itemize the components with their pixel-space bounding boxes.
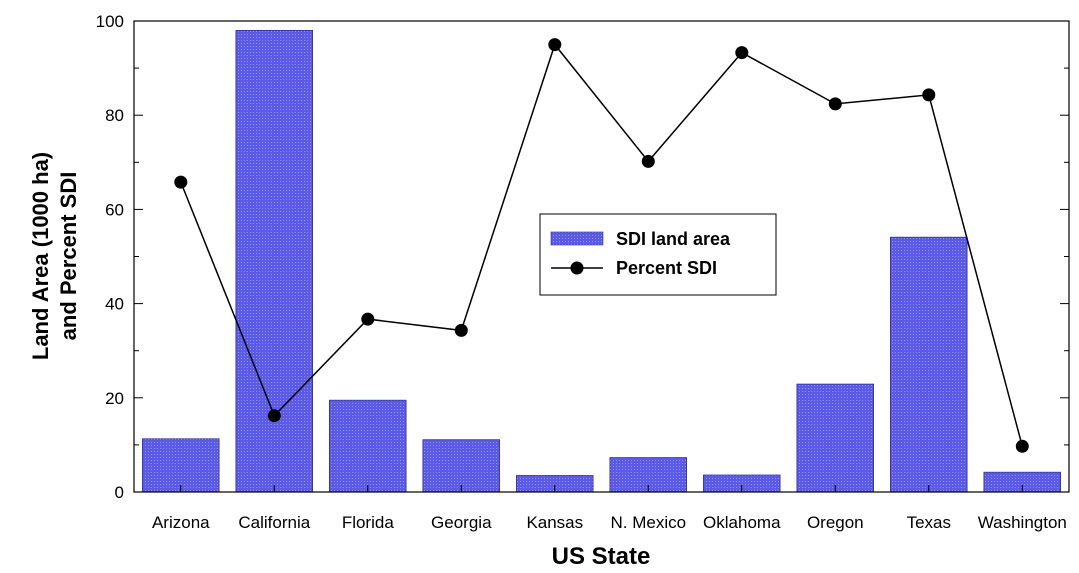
y-tick-label: 80	[105, 106, 124, 125]
legend-label-percent-sdi: Percent SDI	[616, 258, 717, 278]
x-tick-label-kansas: Kansas	[526, 513, 583, 532]
point-florida	[361, 312, 375, 326]
y-axis: 0 20 40 60 80 100	[96, 12, 1069, 502]
bar-oregon	[796, 383, 875, 493]
bars-layer	[141, 29, 1062, 493]
line-layer	[174, 38, 1029, 453]
x-axis: Arizona California Florida Georgia Kansas N. …	[152, 485, 1067, 532]
x-tick-label-georgia: Georgia	[431, 513, 492, 532]
x-tick-label-washington: Washington	[978, 513, 1067, 532]
bar-florida	[328, 399, 407, 493]
point-washington	[1015, 439, 1029, 453]
y-axis-title-line2: and Percent SDI	[56, 172, 81, 341]
x-axis-title: US State	[552, 543, 651, 570]
x-tick-label-arizona: Arizona	[152, 513, 210, 532]
bar-georgia	[422, 439, 500, 493]
x-tick-label-oklahoma: Oklahoma	[703, 513, 781, 532]
bar-arizona	[141, 438, 220, 493]
legend-marker-percent-sdi	[570, 261, 584, 275]
point-kansas	[548, 38, 562, 52]
y-tick-label: 20	[105, 389, 124, 408]
legend: SDI land area Percent SDI	[539, 213, 777, 296]
x-tick-label-california: California	[238, 513, 310, 532]
point-california	[267, 409, 281, 423]
x-tick-label-n-mexico: N. Mexico	[611, 513, 687, 532]
point-georgia	[454, 323, 468, 337]
y-tick-label: 40	[105, 295, 124, 314]
x-tick-label-texas: Texas	[907, 513, 951, 532]
y-tick-label: 100	[96, 12, 124, 31]
legend-box	[539, 213, 777, 296]
x-tick-label-florida: Florida	[342, 513, 395, 532]
point-arizona	[174, 175, 188, 189]
legend-label-sdi-land-area: SDI land area	[616, 229, 731, 249]
point-texas	[922, 88, 936, 102]
bar-california	[235, 29, 313, 493]
percent-sdi-line	[180, 43, 1024, 447]
x-tick-label-oregon: Oregon	[807, 513, 864, 532]
legend-swatch-sdi-land-area	[550, 231, 604, 246]
bar-texas	[890, 236, 968, 493]
y-axis-title-line1: Land Area (1000 ha)	[28, 152, 53, 360]
point-oregon	[828, 97, 842, 111]
point-oklahoma	[735, 46, 749, 60]
y-tick-label: 0	[115, 483, 124, 502]
point-n-mexico	[641, 154, 655, 168]
y-tick-label: 60	[105, 200, 124, 219]
